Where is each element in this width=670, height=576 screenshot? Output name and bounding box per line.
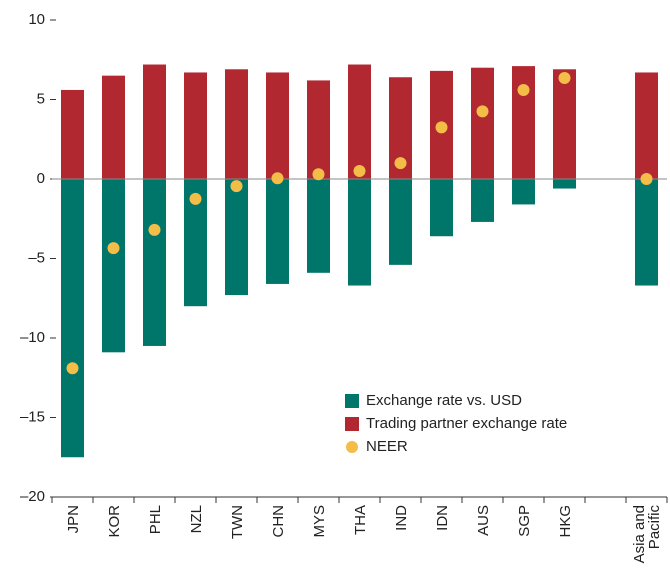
x-tick-label: Asia and Pacific [630,505,663,564]
bar [512,179,535,205]
legend-marker [346,441,358,453]
dot [353,165,366,178]
bar [184,179,207,307]
x-tick-label: AUS [474,505,491,536]
y-tick-label: –10 [20,329,45,346]
y-tick-label: 5 [37,90,45,107]
y-tick-label: –20 [20,488,45,505]
bar [266,179,289,284]
bar [348,179,371,286]
x-tick-label: IDN [433,505,450,531]
bar [471,67,494,179]
dot [148,223,161,236]
bar [184,72,207,179]
bar [512,66,535,179]
bar [143,64,166,179]
bar [225,179,248,296]
dot [271,172,284,185]
bar [430,179,453,237]
dot [640,173,653,185]
x-tick-label: KOR [105,505,122,538]
dot [312,168,325,181]
x-tick-label: CHN [269,505,286,538]
bar [553,179,576,189]
x-tick-label: PHL [146,505,163,535]
bar [143,179,166,346]
dot [435,121,448,134]
dot [476,105,489,118]
x-tick-label: JPN [64,505,81,534]
legend-label: Trading partner exchange rate [366,415,567,432]
legend-label: NEER [366,438,408,455]
dot [394,157,407,170]
bar [307,179,330,273]
bar [102,75,125,179]
bar [225,69,248,179]
y-tick-label: 10 [28,11,45,28]
bar [553,69,576,179]
y-tick-label: –5 [28,249,45,266]
legend-marker [345,394,359,408]
bar [389,77,412,179]
y-tick-label: –15 [20,408,45,425]
bar [635,179,658,286]
dot [230,180,243,193]
x-tick-label: MYS [310,505,327,538]
dot [558,72,571,85]
dot [66,362,79,375]
bar [389,179,412,265]
dot [107,242,120,255]
bar [102,179,125,353]
x-tick-label: SGP [515,505,532,537]
bar [307,80,330,179]
x-tick-label: THA [351,505,368,535]
y-tick-label: 0 [37,170,45,187]
x-tick-label: IND [392,505,409,531]
bar [61,89,84,179]
bar [635,72,658,179]
dot [517,83,530,96]
bar [348,64,371,179]
legend-label: Exchange rate vs. USD [366,392,522,409]
x-tick-label: NZL [187,505,204,534]
bar [471,179,494,222]
x-tick-label: TWN [228,505,245,540]
legend-marker [345,417,359,431]
x-tick-label: HKG [556,505,573,538]
bar [266,72,289,179]
bar [61,179,84,458]
dot [189,192,202,205]
